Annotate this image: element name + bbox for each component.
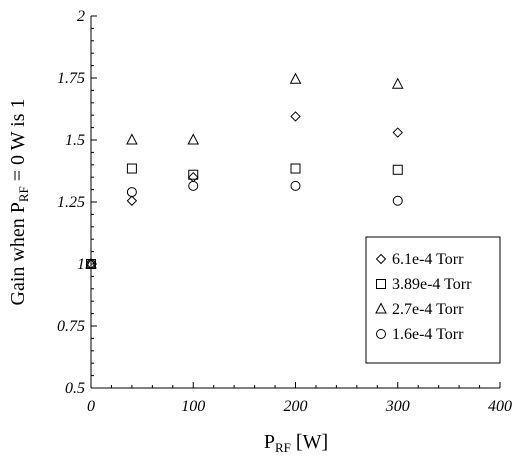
data-point-square [126,163,137,174]
x-tick-label: 100 [181,398,205,415]
y-tick-label: 1.75 [57,70,85,87]
x-tick-label: 400 [488,398,512,415]
data-point-circle [188,180,199,191]
data-point-triangle [289,72,302,84]
data-point-circle [290,180,301,191]
legend: 6.1e-4 Torr 3.89e-4 Torr 2.7e-4 Torr 1.6e-4… [365,236,501,364]
x-tick-label: 300 [385,398,410,415]
x-tick-label: 200 [284,398,308,415]
data-point-diamond [188,171,199,183]
data-point-diamond [290,111,301,122]
data-point-square [188,169,199,180]
data-marks [85,72,404,270]
legend-label: 6.1e-4 Torr [392,251,464,268]
y-tick-label: 2 [77,8,85,25]
legend-box [365,236,501,364]
y-tick-label: 0.75 [57,318,85,335]
legend-marker-circle [376,329,386,339]
y-tick-label: 1 [77,256,85,273]
data-point-circle [392,195,403,206]
data-point-triangle [187,133,200,145]
data-point-triangle [126,133,138,145]
y-tick-label: 1.25 [57,194,85,211]
x-axis-title: PRF [W] [264,431,328,455]
ticks: 0.5 0.75 1 1.25 1.5 1.75 2 0 100 200 300 400 [57,8,512,415]
data-point-circle [126,187,137,198]
legend-marker-square [376,279,386,289]
data-point-diamond [392,127,403,138]
legend-marker-diamond [375,253,387,265]
legend-label: 1.6e-4 Torr [392,326,464,343]
data-point-square [392,164,403,175]
y-tick-label: 1.5 [65,132,85,149]
x-tick-label: 0 [87,398,95,415]
y-tick-label: 0.5 [65,380,85,397]
data-point-triangle [391,77,404,89]
legend-label: 2.7e-4 Torr [392,301,464,318]
data-point-diamond [126,195,138,206]
legend-label: 3.89e-4 Torr [392,276,472,293]
data-point-square [290,163,301,174]
y-axis-title: Gain when PRF = 0 W is 1 [7,98,31,305]
data-point-circle [86,259,96,269]
legend-marker-triangle [375,302,387,314]
